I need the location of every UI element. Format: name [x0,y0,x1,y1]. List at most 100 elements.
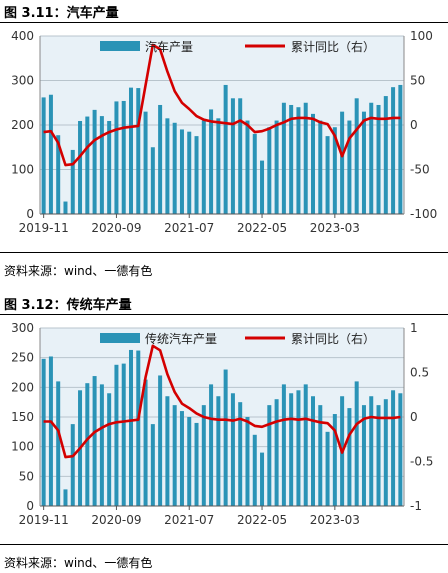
y-left-tick-label: 300 [11,321,34,335]
bar [121,100,126,214]
bar [201,405,206,506]
bar [332,127,337,214]
legend-bar-swatch [100,333,140,343]
bar [85,383,90,506]
bar [187,131,192,214]
y-right-tick-label: 1 [410,321,418,335]
legend-bar-label: 传统汽车产量 [145,331,217,346]
legend-line-label: 累计同比（右） [291,331,375,346]
bar [158,375,163,506]
figure-title: 图 3.11：汽车产量 [4,6,119,21]
bar [267,127,272,214]
y-right-tick-label: 50 [410,74,425,88]
bar [143,111,148,214]
y-left-tick-label: 150 [11,410,34,424]
bar [172,122,177,214]
bar [179,129,184,214]
bar [128,87,134,214]
bar [274,120,279,214]
bar [391,390,396,506]
bar [63,489,68,506]
bar [238,402,243,506]
bar [92,376,97,506]
source-rule [0,544,448,545]
bar [216,396,221,506]
bar [85,116,90,214]
bar [245,417,250,506]
bar [398,84,403,214]
bar [70,424,75,506]
y-right-tick-label: -0.5 [410,455,433,469]
bar [99,384,104,506]
bar [391,87,396,214]
bar [209,109,214,214]
bar [354,381,359,506]
bar [318,120,323,214]
bar [340,111,345,214]
bar [260,160,265,214]
bar [369,396,374,506]
y-left-tick-label: 50 [19,469,34,483]
bar [194,136,199,214]
chart-svg-1: 0 100 200 300 400 -100 -50 0 50 100 2019-11 2020-09… [11,29,437,235]
x-tick-label: 2020-09 [91,513,141,527]
bar [63,201,68,214]
bar [194,422,199,506]
bar [114,101,119,214]
bar [303,384,308,506]
bar [361,405,366,506]
bar [230,98,235,214]
bar [78,120,83,214]
chart-svg-2: 0 50 100 150 200 250 300 -1 -0.5 0 0.5 1 2019-11 2020… [11,321,433,527]
bar [158,104,163,214]
bar [325,136,330,214]
bar [179,411,184,506]
legend-bar-swatch [100,41,140,51]
y-left-tick-label: 200 [11,380,34,394]
x-tick-label: 2022-05 [237,513,287,527]
y-right-tick-label: 0 [410,410,418,424]
bar [281,384,286,506]
bar [383,96,388,214]
bar [303,102,308,214]
y-left-tick-label: 250 [11,351,34,365]
y-left-tick-label: 0 [26,207,34,221]
bar [281,102,286,214]
bar [376,104,381,214]
bar [48,94,53,214]
bar [296,390,301,506]
bar [136,350,141,506]
series-line [43,43,401,167]
x-tick-label: 2023-03 [310,221,360,235]
bar [107,393,112,506]
y-right-tick-label: 100 [410,29,433,43]
bar [398,393,403,506]
chart-panel-1: 0 100 200 300 400 -100 -50 0 50 100 2019-11 2020-09… [0,24,448,250]
bar [165,396,170,506]
bar [41,358,46,506]
bar [114,364,119,506]
x-tick-label: 2023-03 [310,513,360,527]
bar [99,116,104,214]
x-tick-label: 2019-11 [19,513,69,527]
bar [238,98,243,214]
bar [289,393,294,506]
x-tick-label: 2021-07 [164,513,214,527]
legend-line-label: 累计同比（右） [291,39,375,54]
title-rule [0,314,448,315]
title-rule [0,22,448,23]
source-rule [0,252,448,253]
y-right-tick-label: -100 [410,207,437,221]
bar [128,349,134,506]
bar [252,133,257,214]
legend-bar-label: 汽车产量 [145,39,193,54]
chart-panel-2: 0 50 100 150 200 250 300 -1 -0.5 0 0.5 1 2019-11 2020… [0,316,448,542]
bar [310,396,316,506]
bar [48,356,53,506]
bar [150,424,155,506]
bar [310,113,316,214]
x-tick-label: 2021-07 [164,221,214,235]
bar [354,98,359,214]
bar [223,369,228,506]
bar [136,88,141,214]
